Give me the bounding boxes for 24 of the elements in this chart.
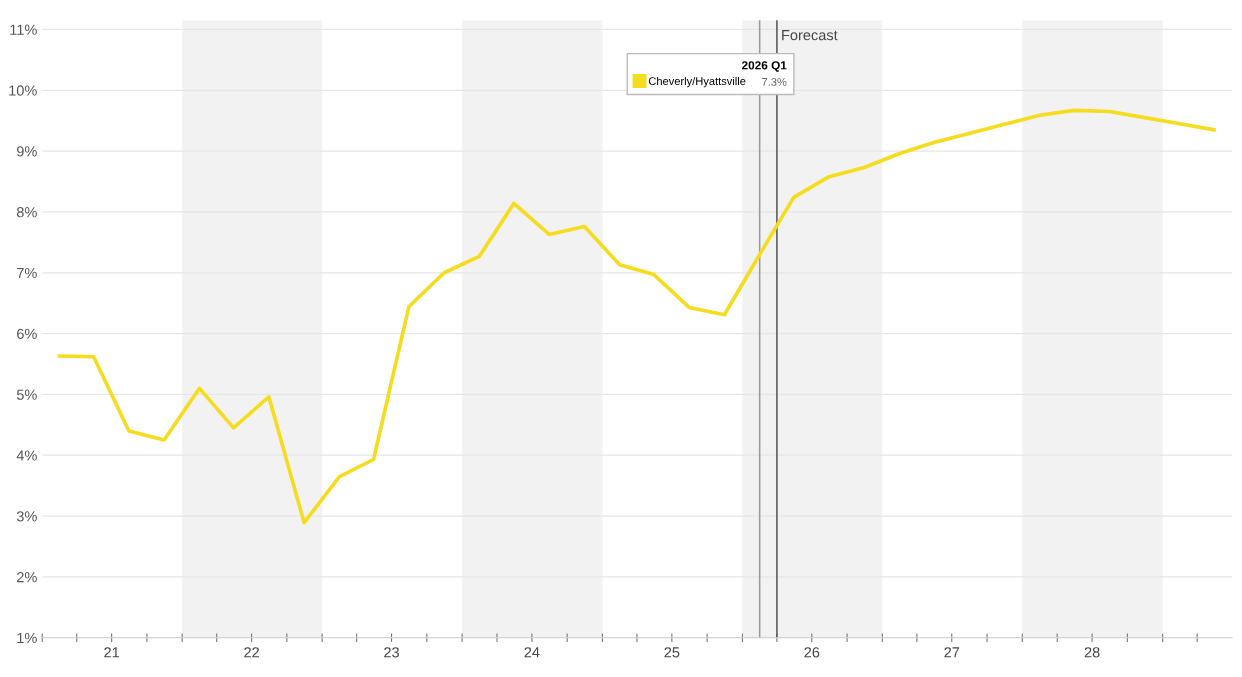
x-tick-label: 27: [944, 647, 960, 658]
x-tick-label: 28: [1084, 647, 1100, 658]
x-tick-label: 22: [244, 647, 259, 658]
y-tick-label: 10%: [9, 85, 37, 96]
y-tick-label: 4%: [16, 450, 37, 461]
x-tick-label: 24: [524, 647, 540, 658]
x-tick-label: 26: [804, 647, 820, 658]
y-tick-label: 1%: [17, 632, 37, 644]
y-tick-label: 11%: [10, 24, 37, 35]
y-tick-label: 9%: [16, 146, 37, 157]
x-tick-label: 25: [664, 647, 680, 658]
legend-title: 2026 Q1: [741, 61, 787, 72]
line-series: [57, 108, 1216, 525]
y-tick-label: 8%: [16, 207, 37, 218]
x-tick-label: 23: [384, 647, 400, 658]
annotation: 7.3%: [762, 77, 787, 86]
y-tick-label: 2%: [17, 572, 37, 583]
y-tick-label: 7%: [17, 267, 37, 279]
y-tick-label: 5%: [16, 389, 37, 400]
y-tick-label: 3%: [16, 511, 37, 522]
ref-line-label: Forecast: [782, 30, 838, 41]
y-tick-label: 6%: [17, 328, 37, 340]
x-tick-label: 21: [104, 647, 120, 658]
legend-label: Cheverly/Hyattsville: [648, 76, 746, 88]
